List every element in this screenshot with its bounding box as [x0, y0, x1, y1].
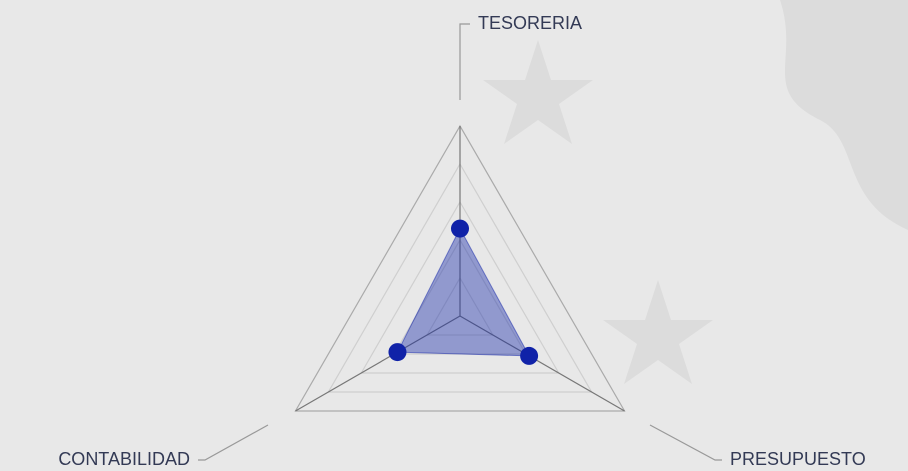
axis-label: CONTABILIDAD [58, 449, 190, 469]
leader-line [198, 424, 269, 461]
point [451, 219, 469, 238]
star [483, 40, 593, 144]
leader-line [649, 424, 722, 461]
grid-ring [426, 276, 494, 336]
axis-label: TESORERIA [478, 13, 582, 33]
grid-ring [360, 200, 560, 374]
decor [483, 0, 908, 384]
point [520, 346, 539, 365]
emblem [780, 0, 908, 230]
grid-ring [327, 162, 593, 393]
axis-line [295, 315, 461, 412]
star [603, 280, 713, 384]
leader-line [459, 23, 470, 100]
axis-line [459, 315, 625, 412]
series-area [396, 227, 530, 357]
grid-ring [294, 124, 626, 412]
axis-label: PRESUPUESTO [730, 449, 866, 469]
point [388, 343, 407, 362]
